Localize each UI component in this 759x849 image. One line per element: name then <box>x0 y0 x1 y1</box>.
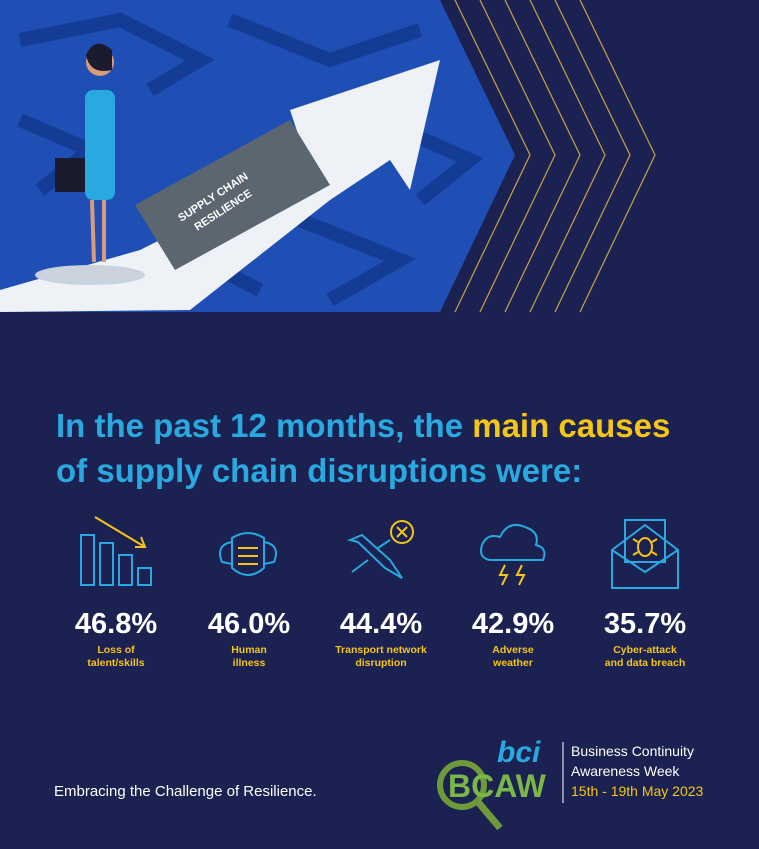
stat-label: disruption <box>355 657 406 669</box>
decor-arcs <box>454 0 656 313</box>
logo-bcaw: BCAW <box>448 768 547 804</box>
headline-text: of supply chain disruptions were: <box>56 452 582 489</box>
stat-value: 42.9% <box>472 608 554 640</box>
stat-label: talent/skills <box>87 657 144 669</box>
stat-label: Loss of <box>97 644 135 656</box>
stat-value: 44.4% <box>340 608 422 640</box>
stat-label: Adverse <box>492 644 534 656</box>
stat-label: illness <box>233 657 266 669</box>
icon-talent <box>80 516 152 586</box>
stat-value: 46.8% <box>75 608 157 640</box>
stat-value: 46.0% <box>208 608 290 640</box>
headline-highlight: main causes <box>472 407 670 444</box>
illustration: SUPPLY CHAIN RESILIENCE <box>0 0 515 312</box>
headline-text: In the past 12 months, the <box>56 407 463 444</box>
logo-dates: 15th - 19th May 2023 <box>571 783 704 799</box>
stat-label: Cyber-attack <box>613 644 677 656</box>
icon-cyber <box>611 519 679 589</box>
stat-label: Transport network <box>335 644 427 656</box>
headline: In the past 12 months, the main causes <box>56 407 670 444</box>
stat-value: 35.7% <box>604 608 686 640</box>
icon-illness <box>219 532 277 576</box>
stat-label: weather <box>492 657 533 669</box>
logo: bci BCAW Business Continuity Awareness W… <box>437 736 704 831</box>
tagline: Embracing the Challenge of Resilience. <box>54 783 317 800</box>
logo-line: Awareness Week <box>571 763 680 779</box>
logo-line: Business Continuity <box>571 743 694 759</box>
stat-label: and data breach <box>605 657 686 669</box>
logo-bci: bci <box>497 736 541 769</box>
stat-label: Human <box>231 644 267 656</box>
icon-weather <box>480 524 546 586</box>
icon-transport <box>346 520 414 579</box>
